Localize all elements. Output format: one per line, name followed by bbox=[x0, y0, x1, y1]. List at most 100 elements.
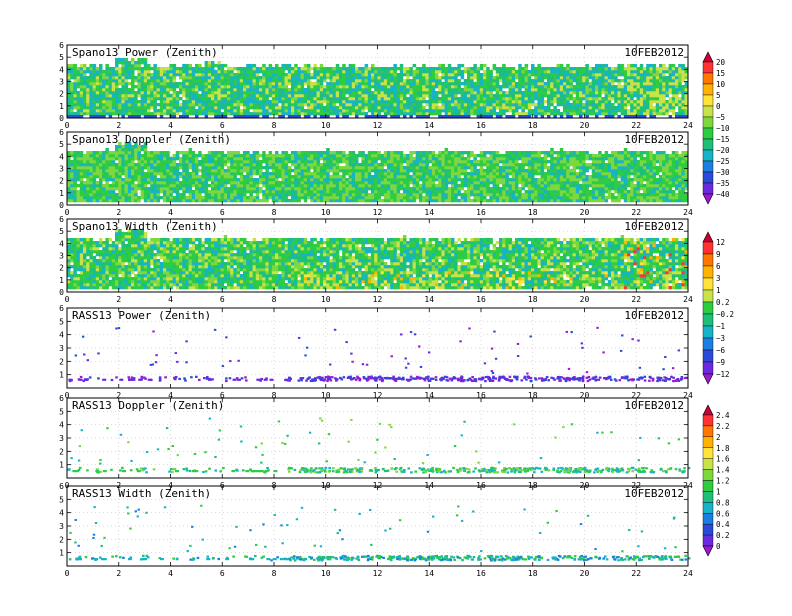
heatmap-cell bbox=[569, 88, 573, 91]
heatmap-cell bbox=[281, 187, 285, 190]
heatmap-cell bbox=[438, 85, 442, 88]
heatmap-cell bbox=[457, 103, 461, 106]
heatmap-cell bbox=[160, 184, 164, 187]
heatmap-cell bbox=[480, 97, 484, 100]
heatmap-cell bbox=[317, 172, 321, 175]
heatmap-cell bbox=[384, 169, 388, 172]
heatmap-cell bbox=[521, 85, 525, 88]
heatmap-cell bbox=[595, 106, 599, 109]
heatmap-cell bbox=[147, 163, 151, 166]
heatmap-cell bbox=[144, 166, 148, 169]
heatmap-cell bbox=[678, 115, 682, 118]
heatmap-cell bbox=[265, 76, 269, 79]
heatmap-cell bbox=[147, 64, 151, 67]
heatmap-cell bbox=[297, 94, 301, 97]
heatmap-cell bbox=[147, 70, 151, 73]
heatmap-cell bbox=[182, 103, 186, 106]
heatmap-cell bbox=[630, 70, 634, 73]
heatmap-cell bbox=[224, 193, 228, 196]
heatmap-cell bbox=[461, 82, 465, 85]
heatmap-cell bbox=[544, 82, 548, 85]
heatmap-cell bbox=[269, 85, 273, 88]
heatmap-cell bbox=[163, 199, 167, 202]
heatmap-cell bbox=[121, 61, 125, 64]
heatmap-cell bbox=[560, 67, 564, 70]
heatmap-cell bbox=[662, 82, 666, 85]
heatmap-cell bbox=[269, 190, 273, 193]
heatmap-cell bbox=[653, 106, 657, 109]
heatmap-cell bbox=[489, 73, 493, 76]
heatmap-cell bbox=[153, 160, 157, 163]
heatmap-cell bbox=[342, 190, 346, 193]
heatmap-cell bbox=[253, 163, 257, 166]
x-tick-label: 12 bbox=[373, 121, 383, 130]
heatmap-cell bbox=[137, 163, 141, 166]
heatmap-cell bbox=[102, 112, 106, 115]
heatmap-cell bbox=[256, 91, 259, 94]
heatmap-cell bbox=[201, 67, 205, 70]
heatmap-cell bbox=[192, 184, 196, 187]
heatmap-cell bbox=[249, 163, 253, 166]
heatmap-cell bbox=[553, 82, 557, 85]
heatmap-cell bbox=[345, 70, 349, 73]
heatmap-cell bbox=[144, 94, 148, 97]
heatmap-cell bbox=[323, 184, 327, 187]
heatmap-cell bbox=[99, 163, 103, 166]
heatmap-cell bbox=[633, 106, 637, 109]
heatmap-cell bbox=[230, 157, 234, 160]
heatmap-cell bbox=[518, 79, 522, 82]
heatmap-cell bbox=[141, 196, 145, 199]
heatmap-cell bbox=[307, 76, 311, 79]
heatmap-cell bbox=[477, 97, 481, 100]
heatmap-cell bbox=[589, 100, 593, 103]
heatmap-cell bbox=[537, 85, 541, 88]
heatmap-cell bbox=[265, 187, 269, 190]
heatmap-cell bbox=[310, 166, 314, 169]
heatmap-cell bbox=[182, 181, 186, 184]
heatmap-cell bbox=[525, 76, 529, 79]
heatmap-cell bbox=[185, 154, 189, 157]
heatmap-cell bbox=[150, 91, 154, 94]
heatmap-cell bbox=[237, 112, 241, 115]
heatmap-cell bbox=[563, 97, 567, 100]
heatmap-cell bbox=[355, 79, 359, 82]
heatmap-cell bbox=[557, 94, 561, 97]
heatmap-cell bbox=[99, 151, 103, 154]
heatmap-cell bbox=[93, 160, 97, 163]
heatmap-cell bbox=[201, 157, 205, 160]
heatmap-cell bbox=[70, 196, 74, 199]
heatmap-cell bbox=[221, 163, 225, 166]
heatmap-cell bbox=[387, 178, 391, 181]
heatmap-cell bbox=[675, 73, 679, 76]
heatmap-cell bbox=[176, 178, 180, 181]
heatmap-cell bbox=[237, 115, 241, 118]
heatmap-cell bbox=[374, 187, 378, 190]
heatmap-cell bbox=[339, 112, 343, 115]
heatmap-cell bbox=[390, 82, 394, 85]
heatmap-cell bbox=[173, 97, 177, 100]
heatmap-cell bbox=[294, 94, 298, 97]
heatmap-cell bbox=[102, 94, 106, 97]
heatmap-cell bbox=[208, 106, 212, 109]
heatmap-cell bbox=[150, 184, 154, 187]
heatmap-cell bbox=[281, 70, 285, 73]
heatmap-cell bbox=[313, 82, 317, 85]
heatmap-cell bbox=[112, 76, 116, 79]
heatmap-cell bbox=[336, 97, 340, 100]
heatmap-cell bbox=[320, 196, 324, 199]
heatmap-cell bbox=[208, 103, 212, 106]
heatmap-cell bbox=[361, 163, 365, 166]
heatmap-cell bbox=[345, 196, 349, 199]
heatmap-cell bbox=[441, 82, 445, 85]
heatmap-cell bbox=[342, 172, 346, 175]
heatmap-cell bbox=[403, 79, 407, 82]
heatmap-cell bbox=[105, 94, 109, 97]
heatmap-cell bbox=[582, 82, 586, 85]
heatmap-cell bbox=[157, 91, 161, 94]
heatmap-cell bbox=[649, 109, 653, 112]
heatmap-cell bbox=[176, 109, 180, 112]
heatmap-cell bbox=[182, 73, 186, 76]
heatmap-cell bbox=[291, 160, 295, 163]
heatmap-cell bbox=[333, 112, 337, 115]
heatmap-cell bbox=[189, 154, 193, 157]
